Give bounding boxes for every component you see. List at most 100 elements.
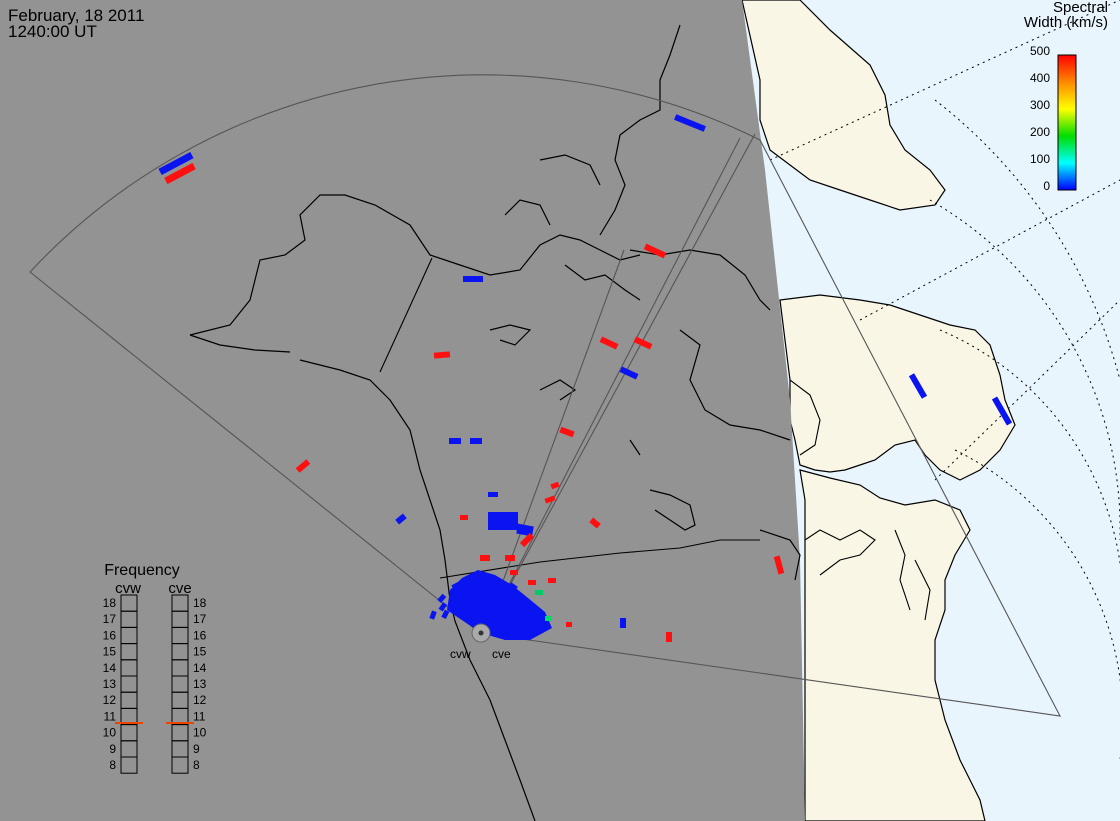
backscatter-cell [395,513,407,525]
frequency-tick: 14 [103,661,117,675]
frequency-radar-label: cve [168,580,191,597]
colorbar-gradient [1057,54,1077,191]
backscatter-cell [589,517,601,529]
backscatter-cell [437,593,447,604]
backscatter-cell [433,351,451,359]
frequency-tick: 8 [193,758,200,772]
backscatter-cell [674,114,706,132]
backscatter-cell [514,594,525,604]
colorbar-title: Spectral Width (km/s) [1024,0,1108,30]
backscatter-cell [492,587,502,596]
frequency-panel: Frequency cvw cve 1817161514131211109818… [103,562,207,774]
night-region [0,0,805,821]
day-coastlines [789,379,931,621]
colorbar-title-line2: Width (km/s) [1023,14,1108,31]
colorbar-tick: 200 [1030,125,1050,139]
frequency-tick: 14 [193,661,207,675]
backscatter-cell [566,622,572,627]
day-land [741,0,1016,821]
frequency-tick: 15 [193,645,207,659]
frequency-tick: 8 [109,758,116,772]
backscatter-cell [516,523,534,537]
backscatter-cell [545,616,552,621]
frequency-tick: 10 [103,726,117,740]
frequency-tick: 13 [103,677,117,691]
backscatter-cell [482,580,492,587]
backscatter-cell [448,597,459,607]
timestamp-header: February, 18 2011 1240:00 UT [8,6,145,41]
boundaries [379,257,760,579]
backscatter-cell [449,589,459,599]
frequency-tick: 17 [193,612,207,626]
frequency-tick: 13 [193,677,207,691]
backscatter-cell [599,336,619,350]
backscatter-cell [508,582,518,591]
backscatter-cell [470,575,479,582]
radar-fov [29,74,1061,717]
backscatter-cell [773,555,785,575]
frequency-tick: 18 [193,596,207,610]
radar-site [471,623,491,643]
backscatter-cell [463,276,483,282]
backscatter-cell [548,578,556,583]
frequency-tick: 11 [193,709,206,723]
frequency-cell [120,756,138,774]
backscatter-cell [464,582,474,590]
backscatter-cell [451,581,461,590]
backscatter-cell [509,605,519,615]
colorbar: 500 400 300 200 100 0 [1030,44,1077,193]
backscatter-cell [528,580,536,585]
frequency-tick: 9 [109,742,116,756]
backscatter-cell [488,512,518,530]
backscatter-cell [295,459,311,473]
colorbar-tick: 500 [1030,44,1050,58]
frequency-cell [171,756,189,774]
frequency-tick: 18 [103,596,117,610]
backscatter-cell [535,590,543,595]
colorbar-tick: 100 [1030,152,1050,166]
time-label: 1240:00 UT [8,22,97,41]
frequency-tick: 11 [104,709,117,723]
colorbar-tick: 400 [1030,71,1050,85]
backscatter-cell [480,555,490,561]
radar-label-cvw: cvw [450,647,471,661]
backscatter-cell [544,495,556,504]
backscatter-cell [477,587,485,592]
backscatter-cell [908,373,928,399]
frequency-scale: 18 17 16 15 14 13 12 11 10 9 8 18 17 16 15 14 13 12 11 10 9 8 [103,594,207,774]
backscatter-cell [164,162,196,185]
frequency-tick: 10 [193,726,207,740]
backscatter-cell [470,438,482,444]
backscatter-cell [438,602,448,612]
backscatter-cell [489,575,499,583]
backscatter-cell [526,610,534,620]
frequency-title: Frequency [104,562,180,579]
backscatter-cell [488,492,498,497]
backscatter-cell [643,243,667,259]
frequency-tick: 17 [103,612,117,626]
frequency-tick: 16 [193,628,207,642]
backscatter-cell [429,610,437,620]
backscatter-cell [449,438,461,444]
backscatter-cell [506,594,516,604]
backscatter-cell [559,426,575,438]
backscatter-cell [519,532,535,548]
backscatter-cell [505,555,515,561]
backscatter-cell [620,618,626,628]
backscatter-cell [666,632,672,642]
backscatter-cell [633,336,653,350]
grid-lines [769,0,1120,760]
backscatter-cell [550,481,560,490]
backscatter-cell [461,589,471,598]
colorbar-tick: 300 [1030,98,1050,112]
frequency-tick: 12 [193,693,207,707]
frequency-tick: 12 [103,693,117,707]
backscatter-cell [499,584,510,593]
date-label: February, 18 2011 [8,6,145,25]
frequency-tick: 15 [103,645,117,659]
backscatter-cell [510,570,518,575]
backscatter-cell [619,366,639,380]
colorbar-tick: 0 [1043,179,1050,193]
